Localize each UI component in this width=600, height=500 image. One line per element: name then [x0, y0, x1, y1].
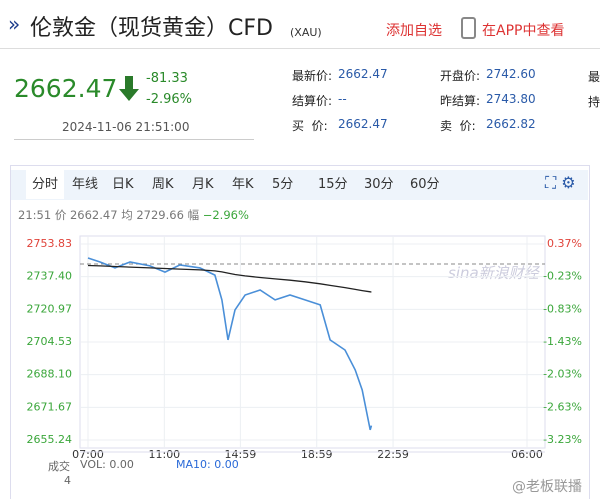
tab[interactable]: 30分 — [364, 177, 394, 192]
chart-panel — [10, 165, 590, 499]
fullscreen-icon[interactable]: ⛶ ⚙ — [545, 173, 576, 192]
add-watchlist[interactable]: 添加自选 — [386, 23, 442, 39]
info-avg: 2729.66 — [136, 208, 184, 222]
down-arrow — [119, 76, 139, 101]
tab[interactable]: 周K — [152, 177, 174, 192]
y2-tick-label: -2.03% — [543, 368, 582, 381]
code: (XAU) — [290, 26, 322, 39]
vol: VOL: 0.00 — [80, 458, 134, 471]
price: 2662.47 — [14, 74, 118, 103]
info-pct: −2.96% — [202, 208, 249, 222]
field-label: 卖 价: — [440, 119, 476, 133]
field-label: 开盘价: — [440, 69, 481, 83]
field-value: 2662.82 — [486, 117, 536, 131]
info-avg-label: 均 — [121, 208, 133, 222]
field-value: -- — [338, 92, 347, 106]
credit: @老板联播 — [512, 479, 582, 495]
tab[interactable]: 60分 — [410, 177, 440, 192]
vol-ma: MA10: 0.00 — [176, 458, 239, 471]
tab[interactable]: 年线 — [72, 177, 99, 192]
info-price: 2662.47 — [69, 208, 118, 222]
y2-tick-label: -1.43% — [543, 335, 582, 348]
y-tick-label: 2753.83 — [27, 237, 73, 250]
timestamp: 2024-11-06 21:51:00 — [62, 120, 190, 134]
price-line — [87, 264, 372, 293]
tab[interactable]: 日K — [112, 177, 134, 192]
x-tick-label: 18:59 — [301, 448, 333, 461]
bullet: » — [8, 12, 21, 36]
title: 伦敦金（现货黄金）CFD — [30, 16, 273, 41]
x-tick-label: 11:00 — [148, 448, 180, 461]
field-value: 2662.47 — [338, 67, 388, 81]
field-value: 2662.47 — [338, 117, 388, 131]
vol-title: 成交 — [48, 460, 70, 473]
y2-tick-label: -0.83% — [543, 302, 582, 315]
cut-label: 最 — [588, 70, 600, 84]
phone-icon — [461, 17, 476, 39]
info-time: 21:51 — [18, 208, 52, 222]
vol-count: 4 — [64, 474, 71, 487]
y2-tick-label: -2.63% — [543, 400, 582, 413]
y-tick-label: 2655.24 — [27, 433, 73, 446]
watermark: sina新浪财经 — [448, 264, 539, 282]
divider — [14, 139, 254, 140]
x-tick-label: 07:00 — [72, 448, 104, 461]
tab-bar — [11, 170, 588, 200]
field-label: 买 价: — [292, 119, 328, 133]
y2-tick-label: 0.37% — [547, 237, 582, 250]
info-bar: 21:51 价 2662.47 均 2729.66 幅 −2.96% — [18, 207, 249, 223]
tab[interactable]: 年K — [232, 177, 254, 192]
x-tick-label: 22:59 — [377, 448, 409, 461]
open-app[interactable]: 在APP中查看 — [482, 23, 565, 39]
tab[interactable]: 15分 — [318, 177, 348, 192]
change: -81.33 — [146, 71, 188, 86]
x-tick-label: 06:00 — [511, 448, 543, 461]
info-price-label: 价 — [54, 208, 67, 222]
field-label: 昨结算: — [440, 94, 481, 108]
arrow-shape — [119, 76, 139, 101]
field-label: 结算价: — [292, 94, 333, 108]
y-tick-label: 2720.97 — [27, 302, 73, 315]
cut-label: 持 — [588, 95, 600, 109]
y-tick-label: 2671.67 — [27, 400, 73, 413]
y-tick-label: 2688.10 — [27, 368, 73, 381]
field-value: 2743.80 — [486, 92, 536, 106]
x-tick-label: 14:59 — [225, 448, 257, 461]
y2-tick-label: -0.23% — [543, 270, 582, 283]
y-tick-label: 2704.53 — [27, 335, 73, 348]
field-value: 2742.60 — [486, 67, 536, 81]
change-pct: -2.96% — [146, 92, 192, 107]
info-pct-label: 幅 — [187, 208, 200, 222]
divider — [0, 48, 600, 49]
y2-tick-label: -3.23% — [543, 433, 582, 446]
y-tick-label: 2737.40 — [27, 270, 73, 283]
tab-active[interactable]: 分时 — [26, 170, 65, 199]
tab[interactable]: 5分 — [272, 177, 294, 192]
tab[interactable]: 月K — [192, 177, 214, 192]
field-label: 最新价: — [292, 69, 333, 83]
price-line — [87, 257, 373, 431]
